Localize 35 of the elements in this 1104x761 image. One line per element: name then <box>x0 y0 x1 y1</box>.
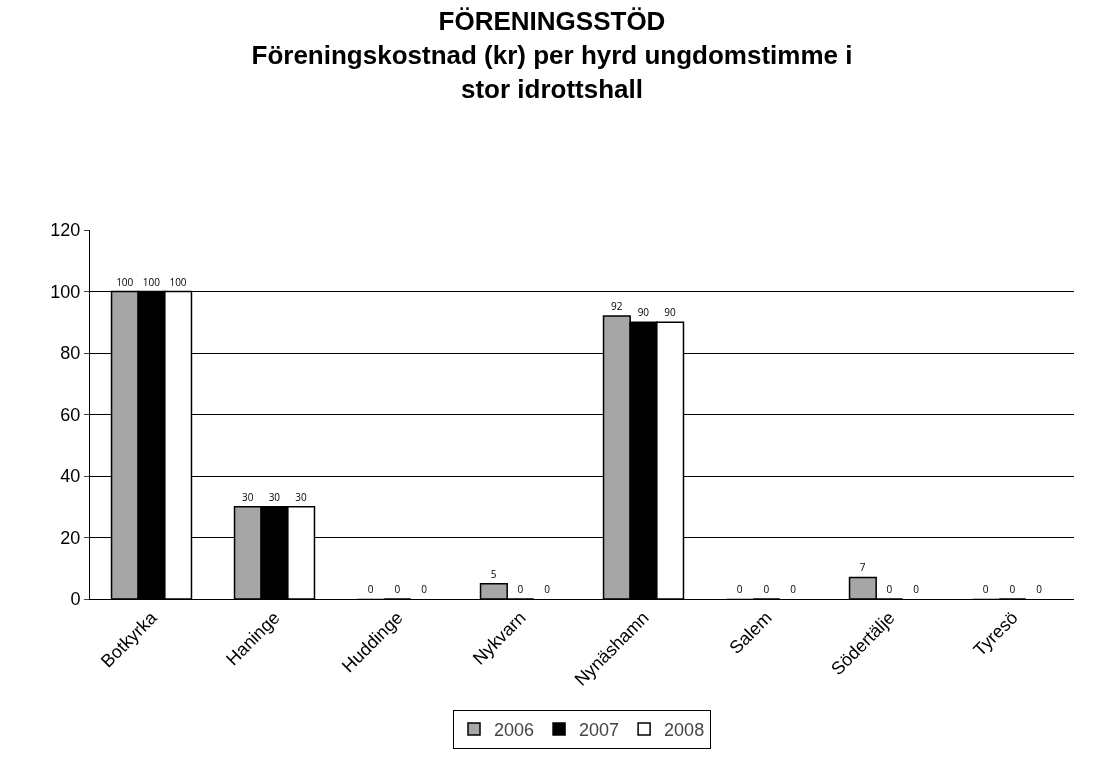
data-label: 0 <box>982 582 989 596</box>
data-label: 90 <box>664 305 677 320</box>
data-label: 90 <box>637 305 650 320</box>
legend-label: 2006 <box>494 719 535 740</box>
data-label: 0 <box>736 582 743 596</box>
data-label: 0 <box>790 582 797 596</box>
data-label: 100 <box>142 274 161 289</box>
y-tick-label: 60 <box>60 404 81 425</box>
legend-label: 2007 <box>579 719 620 740</box>
data-label: 5 <box>490 566 497 581</box>
data-label: 0 <box>394 582 401 596</box>
y-tick-label: 0 <box>70 589 81 610</box>
data-label: 30 <box>242 489 254 504</box>
data-label: 30 <box>295 489 308 504</box>
y-tick-label: 40 <box>60 466 81 487</box>
data-label: 0 <box>886 582 893 596</box>
data-label: 0 <box>517 582 524 596</box>
data-label: 0 <box>367 582 374 596</box>
data-label: 100 <box>169 274 187 289</box>
data-label: 0 <box>913 582 920 596</box>
data-label: 0 <box>763 582 770 596</box>
y-tick-label: 20 <box>60 527 81 548</box>
data-label: 7 <box>859 560 866 575</box>
chart-title: FÖRENINGSSTÖD Föreningskostnad (kr) per hyrd ungdomstimme i stor idrottshall <box>251 6 853 105</box>
data-label: 100 <box>116 274 134 289</box>
data-label: 0 <box>544 582 551 596</box>
data-label: 30 <box>268 489 281 504</box>
y-tick-label: 80 <box>60 343 81 364</box>
data-label: 0 <box>421 582 428 596</box>
y-tick-label: 120 <box>50 220 81 241</box>
data-label: 92 <box>610 299 623 314</box>
legend-label: 2008 <box>664 719 705 740</box>
y-tick-label: 100 <box>50 281 81 302</box>
data-label: 0 <box>1009 582 1016 596</box>
data-label: 0 <box>1036 582 1043 596</box>
